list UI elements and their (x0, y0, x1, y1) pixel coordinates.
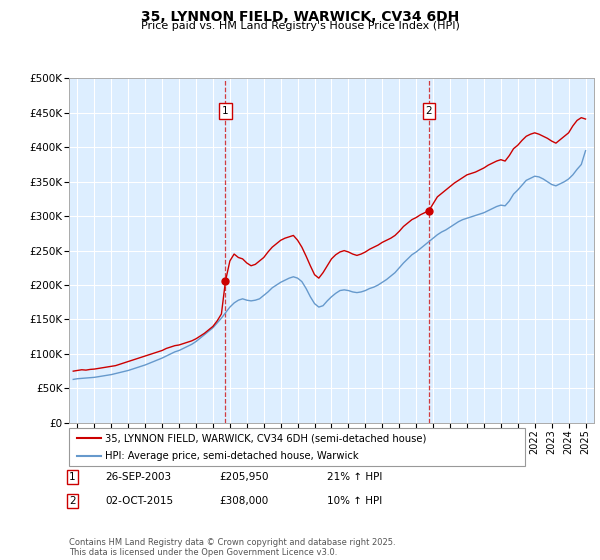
Text: 35, LYNNON FIELD, WARWICK, CV34 6DH (semi-detached house): 35, LYNNON FIELD, WARWICK, CV34 6DH (sem… (106, 433, 427, 443)
Text: 2: 2 (425, 106, 432, 116)
Text: 02-OCT-2015: 02-OCT-2015 (105, 496, 173, 506)
Text: £308,000: £308,000 (219, 496, 268, 506)
Text: 10% ↑ HPI: 10% ↑ HPI (327, 496, 382, 506)
Text: 26-SEP-2003: 26-SEP-2003 (105, 472, 171, 482)
Text: 21% ↑ HPI: 21% ↑ HPI (327, 472, 382, 482)
Text: 1: 1 (222, 106, 229, 116)
Text: 2: 2 (69, 496, 76, 506)
Text: £205,950: £205,950 (219, 472, 269, 482)
Text: Price paid vs. HM Land Registry's House Price Index (HPI): Price paid vs. HM Land Registry's House … (140, 21, 460, 31)
Text: 1: 1 (69, 472, 76, 482)
Text: HPI: Average price, semi-detached house, Warwick: HPI: Average price, semi-detached house,… (106, 451, 359, 461)
Text: Contains HM Land Registry data © Crown copyright and database right 2025.
This d: Contains HM Land Registry data © Crown c… (69, 538, 395, 557)
FancyBboxPatch shape (69, 428, 525, 466)
Text: 35, LYNNON FIELD, WARWICK, CV34 6DH: 35, LYNNON FIELD, WARWICK, CV34 6DH (141, 10, 459, 24)
